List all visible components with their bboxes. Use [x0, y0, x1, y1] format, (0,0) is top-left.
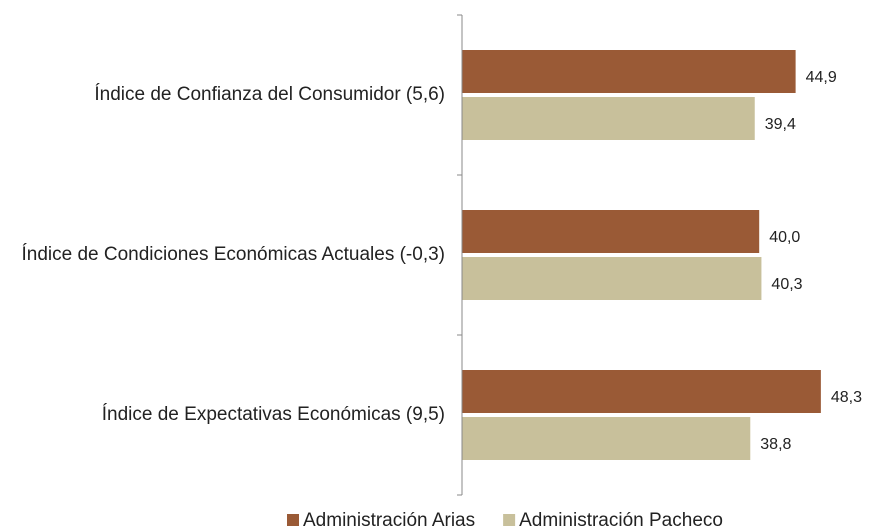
category-label: Índice de Expectativas Económicas (9,5) — [5, 375, 445, 455]
bar — [462, 97, 755, 140]
category-label: Índice de Confianza del Consumidor (5,6) — [5, 55, 445, 135]
category-text: Índice de Confianza del Consumidor (5,6) — [94, 84, 445, 105]
category-text: Índice de Condiciones Económicas Actuale… — [21, 244, 445, 265]
bar — [462, 50, 796, 93]
value-label: 44,9 — [806, 69, 837, 86]
category-text: Índice de Expectativas Económicas (9,5) — [101, 404, 445, 425]
value-label: 38,8 — [760, 436, 791, 453]
legend-label: Administración Arias — [303, 510, 475, 531]
bar — [462, 257, 762, 300]
bar — [462, 417, 751, 460]
value-label: 39,4 — [765, 116, 796, 133]
bar — [462, 210, 760, 253]
legend-swatch — [287, 514, 299, 526]
legend-swatch — [503, 514, 516, 526]
value-label: 40,3 — [771, 276, 802, 293]
legend-label: Administración Pacheco — [519, 510, 723, 531]
value-label: 48,3 — [831, 389, 862, 406]
bar — [462, 370, 821, 413]
value-label: 40,0 — [769, 229, 800, 246]
category-label: Índice de Condiciones Económicas Actuale… — [5, 215, 445, 295]
